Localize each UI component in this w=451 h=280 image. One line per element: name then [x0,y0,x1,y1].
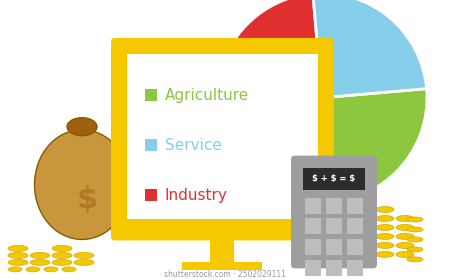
Text: shutterstock.com · 2502029111: shutterstock.com · 2502029111 [164,270,286,279]
Ellipse shape [396,225,414,230]
Ellipse shape [8,259,28,265]
Ellipse shape [74,259,94,265]
Bar [326,239,342,255]
Bar [210,236,234,264]
Bar [326,218,342,234]
Bar [326,260,342,276]
Bar [303,168,365,190]
Ellipse shape [26,267,40,272]
Ellipse shape [34,130,129,239]
Bar [326,198,342,214]
Ellipse shape [376,207,394,213]
Bar [347,198,363,214]
Bar [305,260,321,276]
Ellipse shape [376,251,394,257]
Ellipse shape [396,242,414,248]
Bar [127,54,318,220]
Ellipse shape [67,118,97,136]
Text: Agriculture: Agriculture [165,88,249,103]
Ellipse shape [52,252,72,258]
Ellipse shape [44,267,58,272]
Ellipse shape [376,242,394,248]
Bar [347,260,363,276]
Bar [347,218,363,234]
Ellipse shape [8,252,28,258]
Ellipse shape [396,216,414,221]
Ellipse shape [407,237,423,242]
Ellipse shape [74,252,94,258]
Ellipse shape [396,251,414,257]
Bar [305,218,321,234]
Ellipse shape [376,234,394,239]
Bar [145,188,157,200]
Ellipse shape [396,234,414,239]
Ellipse shape [407,217,423,222]
Wedge shape [313,0,427,98]
FancyBboxPatch shape [111,38,334,241]
Text: Industry: Industry [165,188,228,203]
Ellipse shape [407,257,423,262]
Ellipse shape [52,259,72,265]
Wedge shape [223,0,322,98]
Ellipse shape [30,259,50,265]
Bar [305,198,321,214]
Text: $: $ [76,185,97,214]
Ellipse shape [52,246,72,251]
Bar [305,239,321,255]
Ellipse shape [407,247,423,252]
Ellipse shape [62,267,76,272]
Ellipse shape [8,267,22,272]
Wedge shape [217,62,427,202]
Ellipse shape [376,225,394,230]
Ellipse shape [407,227,423,232]
Ellipse shape [8,246,28,251]
Text: $ + $ = $: $ + $ = $ [313,174,355,183]
Bar [182,262,262,270]
Bar [145,139,157,151]
Ellipse shape [30,252,50,258]
Text: Service: Service [165,138,222,153]
Bar [347,239,363,255]
Bar [145,89,157,101]
FancyBboxPatch shape [291,156,377,268]
Ellipse shape [376,216,394,221]
